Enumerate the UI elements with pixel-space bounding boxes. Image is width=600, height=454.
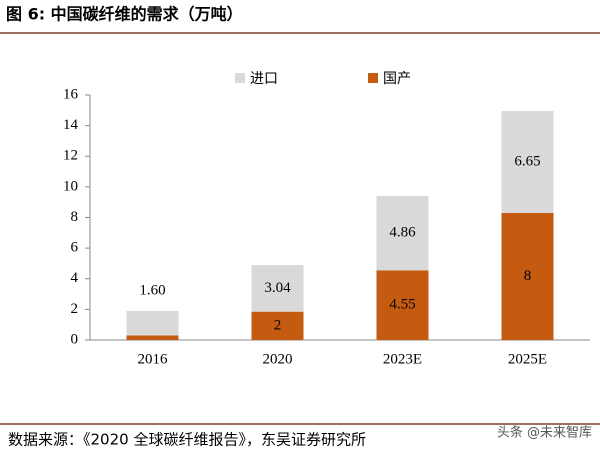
bar-segment — [376, 270, 429, 340]
bar-segment — [251, 265, 304, 312]
y-tick-label: 16 — [63, 86, 79, 102]
x-tick-label: 2025E — [508, 351, 547, 367]
legend-swatch — [368, 73, 378, 83]
y-tick-label: 0 — [71, 331, 79, 347]
y-tick-label: 2 — [71, 301, 79, 317]
value-label: 1.60 — [139, 282, 165, 298]
y-tick-label: 6 — [71, 240, 79, 256]
bar-segment — [251, 311, 304, 340]
x-tick-label: 2016 — [138, 351, 169, 367]
bar-segment — [126, 335, 179, 340]
legend-label: 国产 — [383, 71, 411, 87]
value-label: 4.86 — [389, 225, 416, 241]
y-tick-label: 14 — [63, 117, 79, 133]
value-label: 3.04 — [264, 280, 291, 296]
bar-segment — [126, 310, 179, 336]
value-label: 8 — [524, 268, 532, 284]
y-tick-label: 4 — [71, 270, 79, 286]
y-tick-label: 12 — [63, 148, 78, 164]
value-label: 6.65 — [514, 153, 540, 169]
chart-title: 图 6: 中国碳纤维的需求（万吨） — [6, 5, 243, 24]
bar-segment — [501, 111, 554, 213]
value-label: 2 — [274, 317, 282, 333]
y-tick-label: 10 — [63, 178, 78, 194]
bar-segment — [376, 195, 429, 271]
watermark: 头条 @未来智库 — [497, 425, 592, 441]
x-tick-label: 2023E — [383, 351, 422, 367]
source-note: 数据来源：《2020 全球碳纤维报告》，东吴证券研究所 — [8, 431, 366, 449]
x-tick-label: 2020 — [263, 351, 293, 367]
value-label: 4.55 — [389, 297, 415, 313]
legend-swatch — [235, 73, 245, 83]
legend-label: 进口 — [250, 71, 278, 87]
y-tick-label: 8 — [71, 209, 79, 225]
bar-segment — [501, 212, 554, 340]
